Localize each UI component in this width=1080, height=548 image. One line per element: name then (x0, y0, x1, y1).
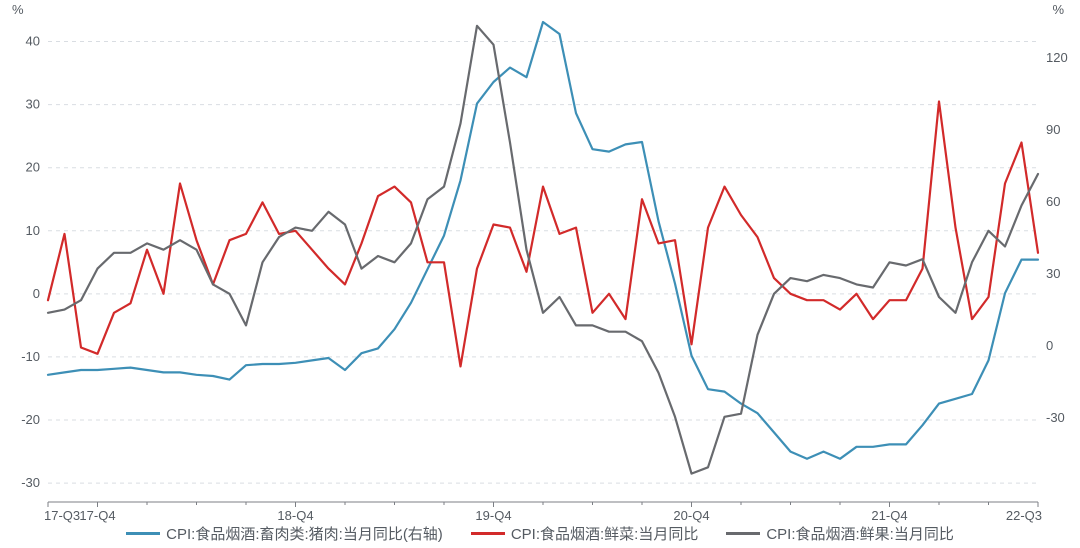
svg-text:90: 90 (1046, 122, 1060, 137)
svg-text:17-Q4: 17-Q4 (79, 508, 115, 523)
svg-text:19-Q4: 19-Q4 (475, 508, 511, 523)
svg-text:21-Q4: 21-Q4 (871, 508, 907, 523)
svg-text:22-Q3: 22-Q3 (1006, 508, 1042, 523)
svg-text:0: 0 (33, 286, 40, 301)
svg-text:-30: -30 (1046, 410, 1065, 425)
svg-text:60: 60 (1046, 194, 1060, 209)
svg-text:-20: -20 (21, 412, 40, 427)
svg-text:20-Q4: 20-Q4 (673, 508, 709, 523)
legend-item: CPI:食品烟酒:鲜菜:当月同比 (471, 523, 699, 544)
legend-swatch (726, 532, 760, 535)
svg-text:30: 30 (26, 97, 40, 112)
svg-text:120: 120 (1046, 50, 1068, 65)
legend-label: CPI:食品烟酒:鲜菜:当月同比 (511, 523, 699, 544)
svg-text:-30: -30 (21, 475, 40, 490)
svg-text:30: 30 (1046, 266, 1060, 281)
svg-text:10: 10 (26, 223, 40, 238)
svg-text:17-Q3: 17-Q3 (44, 508, 80, 523)
cpi-line-chart: -30 -20 -10 0 10 20 30 40 -30 0 30 60 90 120%% 17-Q317… (0, 0, 1080, 548)
svg-text:0: 0 (1046, 338, 1053, 353)
legend-swatch (471, 532, 505, 535)
svg-text:20: 20 (26, 160, 40, 175)
legend-item: CPI:食品烟酒:畜肉类:猪肉:当月同比(右轴) (126, 523, 443, 544)
svg-text:40: 40 (26, 34, 40, 49)
svg-text:18-Q4: 18-Q4 (277, 508, 313, 523)
svg-text:%: % (12, 2, 24, 17)
svg-text:%: % (1052, 2, 1064, 17)
legend-swatch (126, 532, 160, 535)
legend-label: CPI:食品烟酒:鲜果:当月同比 (766, 523, 954, 544)
svg-text:-10: -10 (21, 349, 40, 364)
legend: CPI:食品烟酒:畜肉类:猪肉:当月同比(右轴) CPI:食品烟酒:鲜菜:当月同比… (0, 522, 1080, 544)
legend-label: CPI:食品烟酒:畜肉类:猪肉:当月同比(右轴) (166, 523, 443, 544)
chart-svg: -30 -20 -10 0 10 20 30 40 -30 0 30 60 90 120%% 17-Q317… (0, 0, 1080, 548)
legend-item: CPI:食品烟酒:鲜果:当月同比 (726, 523, 954, 544)
